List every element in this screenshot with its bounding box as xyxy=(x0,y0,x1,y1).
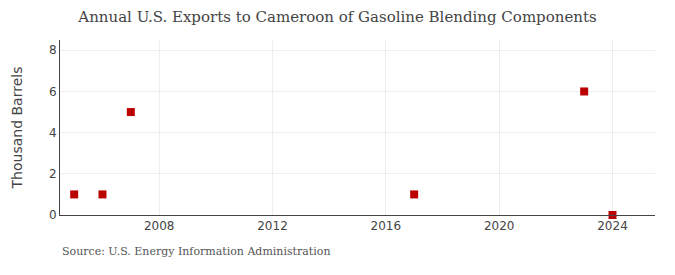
svg-text:2012: 2012 xyxy=(257,219,288,233)
svg-text:Thousand Barrels: Thousand Barrels xyxy=(9,67,25,190)
svg-text:2016: 2016 xyxy=(371,219,402,233)
svg-text:6: 6 xyxy=(49,85,57,99)
svg-text:0: 0 xyxy=(49,208,57,222)
svg-text:2024: 2024 xyxy=(597,219,628,233)
svg-text:2: 2 xyxy=(49,167,57,181)
svg-text:2008: 2008 xyxy=(144,219,175,233)
svg-text:4: 4 xyxy=(49,126,57,140)
svg-text:2020: 2020 xyxy=(484,219,515,233)
svg-text:Source: U.S. Energy Informatio: Source: U.S. Energy Information Administ… xyxy=(62,245,330,258)
svg-text:Annual U.S. Exports to Cameroo: Annual U.S. Exports to Cameroon of Gasol… xyxy=(77,8,596,26)
svg-text:8: 8 xyxy=(49,43,57,57)
